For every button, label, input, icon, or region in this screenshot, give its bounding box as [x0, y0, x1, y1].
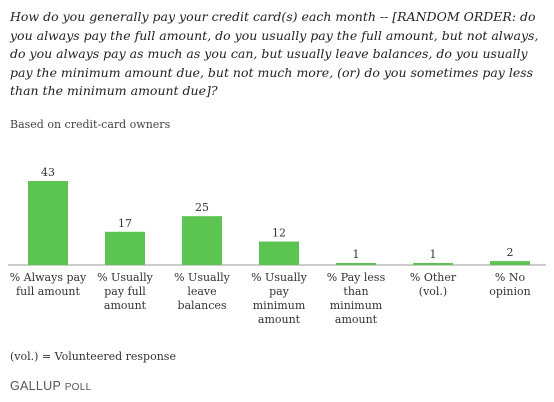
data-label: 43 [41, 166, 55, 179]
gallup-poll-logo: GALLUP POLL [10, 379, 91, 393]
data-label: 12 [272, 227, 286, 240]
data-label: 1 [430, 248, 437, 261]
category-label: % No opinion [489, 271, 531, 298]
data-label: 2 [507, 246, 514, 259]
bar [336, 263, 376, 265]
bar [105, 231, 145, 265]
logo-sub: POLL [64, 382, 92, 393]
category-label: % Pay less than minimum amount [327, 271, 386, 326]
category-label: % Usually pay full amount [97, 271, 154, 312]
bar [490, 261, 530, 265]
bar [182, 216, 222, 265]
bar [28, 181, 68, 265]
logo-main: GALLUP [10, 379, 61, 393]
bar [413, 263, 453, 265]
category-label: % Always pay full amount [10, 271, 87, 298]
question-text: How do you generally pay your credit car… [10, 9, 539, 98]
footnote: (vol.) = Volunteered response [10, 350, 176, 363]
category-label: % Other (vol.) [410, 271, 457, 298]
bar [259, 241, 299, 265]
category-label: % Usually leave balances [174, 271, 231, 312]
chart-subtitle: Based on credit-card owners [10, 118, 171, 131]
data-label: 17 [118, 217, 132, 230]
category-label: % Usually pay minimum amount [251, 271, 308, 326]
data-label: 25 [195, 201, 209, 214]
data-label: 1 [353, 248, 360, 261]
bar-chart: 43 % Always pay full amount 17 % Usually pay … [8, 166, 546, 326]
